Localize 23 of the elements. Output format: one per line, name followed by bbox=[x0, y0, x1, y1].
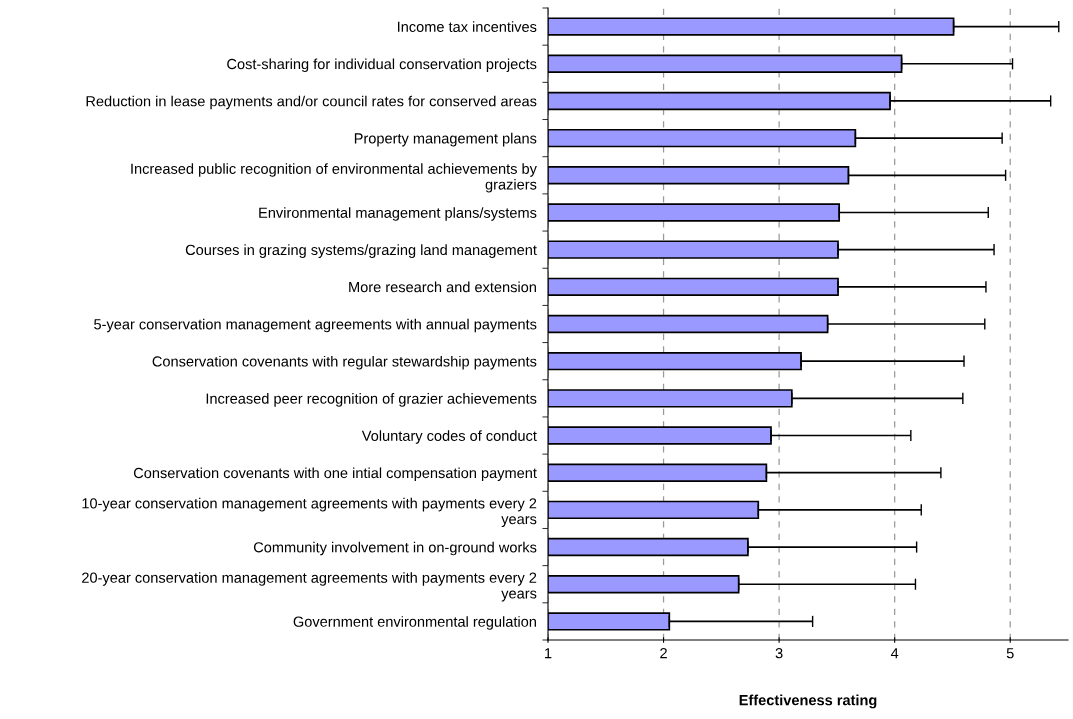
y-tick-label: Income tax incentives bbox=[398, 21, 537, 33]
x-axis-title: Effectiveness rating bbox=[739, 694, 877, 709]
y-tick-label: Property management plans bbox=[354, 132, 537, 147]
y-tick-label: Government environmental regulation bbox=[293, 616, 536, 630]
y-tick-label: Community involvement in on-ground works bbox=[253, 541, 537, 556]
y-tick-label: 10-year conservation management agreements with payments every 2 years bbox=[82, 497, 537, 528]
y-tick-label: More research and extension bbox=[349, 281, 536, 293]
y-tick-label: Courses in grazing systems/grazing land management bbox=[185, 244, 537, 258]
x-tick-label: 1 bbox=[545, 648, 552, 659]
y-tick-label: Voluntary codes of conduct bbox=[361, 430, 537, 444]
y-tick-label: Conservation covenants with regular stewardship payments bbox=[152, 355, 537, 370]
x-tick-label: 2 bbox=[660, 648, 667, 659]
x-tick-label: 5 bbox=[1006, 648, 1014, 659]
y-tick-label: Reduction in lease payments and/or council rates for conserved areas bbox=[86, 95, 537, 110]
x-tick-label: 4 bbox=[890, 648, 899, 659]
y-tick-label: Conservation covenants with one intial compensation payment bbox=[133, 467, 537, 482]
y-tick-label: Environmental management plans/systems bbox=[259, 207, 537, 221]
y-tick-label: 5-year conservation management agreements with annual payments bbox=[94, 318, 537, 333]
y-tick-label: Increased peer recognition of grazier achievements bbox=[206, 393, 537, 407]
y-tick-label: 20-year conservation management agreements with payments every 2 years bbox=[82, 572, 537, 602]
y-tick-label: Increased public recognition of environmental achievements by graziers bbox=[131, 163, 537, 193]
x-tick-label: 3 bbox=[775, 648, 783, 659]
y-tick-label: Cost-sharing for individual conservation projects bbox=[227, 58, 537, 73]
